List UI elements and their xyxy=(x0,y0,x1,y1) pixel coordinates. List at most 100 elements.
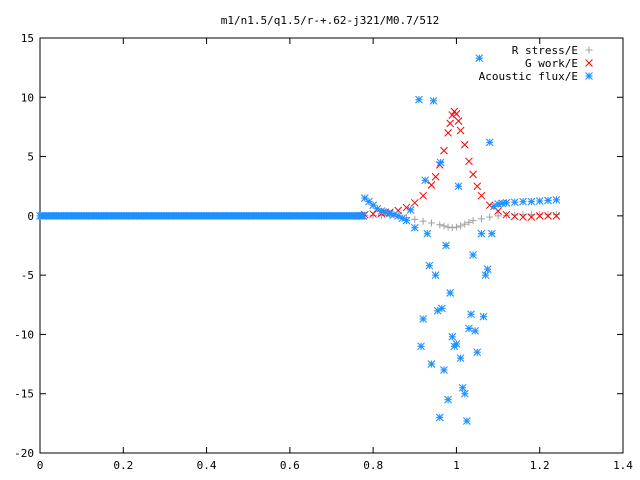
data-point xyxy=(473,348,482,357)
data-point xyxy=(440,146,448,155)
data-point xyxy=(535,197,544,205)
data-point xyxy=(479,312,488,321)
data-point xyxy=(427,360,436,368)
data-point xyxy=(369,210,377,218)
x-tick-label: 1.2 xyxy=(530,459,550,472)
data-point xyxy=(411,215,419,223)
data-point xyxy=(481,271,490,280)
data-point xyxy=(448,224,456,232)
data-point xyxy=(410,198,419,207)
data-point xyxy=(465,157,473,166)
legend-label: Acoustic flux/E xyxy=(479,70,578,83)
legend-marker xyxy=(585,72,593,80)
x-tick-label: 0.2 xyxy=(113,459,133,472)
data-point xyxy=(359,211,368,220)
series-star xyxy=(36,54,561,425)
data-point xyxy=(536,211,544,219)
data-point xyxy=(436,158,445,167)
data-point xyxy=(469,217,477,225)
y-tick-label: -5 xyxy=(21,269,34,282)
data-point xyxy=(510,212,519,221)
data-point xyxy=(460,389,469,398)
data-point xyxy=(519,197,527,206)
data-point xyxy=(519,213,527,221)
x-tick-label: 1.4 xyxy=(613,459,633,472)
legend-label: R stress/E xyxy=(512,44,578,57)
data-point xyxy=(429,96,438,105)
data-point xyxy=(502,198,511,207)
y-tick-label: -10 xyxy=(14,328,34,341)
data-point xyxy=(452,110,461,118)
data-point xyxy=(406,206,415,214)
data-point xyxy=(425,261,434,270)
data-point xyxy=(527,213,536,221)
data-point xyxy=(446,289,455,297)
x-tick-label: 0.6 xyxy=(280,459,300,472)
data-point xyxy=(477,215,485,223)
data-point xyxy=(452,340,461,348)
data-point xyxy=(477,191,486,200)
x-tick-label: 0 xyxy=(37,459,44,472)
data-point xyxy=(544,211,552,219)
y-tick-label: 0 xyxy=(27,210,34,223)
x-tick-label: 1 xyxy=(453,459,460,472)
data-point xyxy=(460,140,469,149)
data-point xyxy=(465,324,473,333)
y-tick-label: -20 xyxy=(14,447,34,460)
data-point xyxy=(440,366,448,374)
data-point xyxy=(486,213,494,221)
data-point xyxy=(436,221,444,229)
x-tick-label: 0.4 xyxy=(197,459,217,472)
data-point xyxy=(511,211,519,219)
data-point xyxy=(421,176,430,185)
data-point xyxy=(465,218,473,226)
data-point xyxy=(427,181,436,189)
data-point xyxy=(444,395,452,404)
data-point xyxy=(502,210,511,219)
data-point xyxy=(552,212,561,220)
data-point xyxy=(369,211,377,219)
data-point xyxy=(467,310,475,319)
data-point xyxy=(477,229,486,238)
data-point xyxy=(471,326,480,335)
data-point xyxy=(544,196,552,205)
data-point xyxy=(452,223,460,231)
data-point xyxy=(462,417,471,425)
data-point xyxy=(442,241,450,250)
data-point xyxy=(419,191,427,200)
series-layer xyxy=(36,54,561,425)
y-tick-label: 10 xyxy=(21,91,34,104)
data-point xyxy=(448,332,457,341)
data-point xyxy=(444,129,452,137)
chart-title: m1/n1.5/q1.5/r-+.62-j321/M0.7/512 xyxy=(221,14,440,27)
data-point xyxy=(402,216,411,225)
axes: 0 0.2 0.4 0.6 0.8 1 1.2 1.4 15 10 5 0 -5 -10 -15 -20 xyxy=(14,32,633,472)
data-point xyxy=(458,383,467,392)
data-point xyxy=(435,413,444,422)
data-point xyxy=(552,195,561,204)
data-point xyxy=(485,138,494,147)
data-point xyxy=(369,201,378,210)
data-point xyxy=(475,54,484,63)
data-point xyxy=(417,342,425,351)
data-point xyxy=(423,229,432,238)
x-tick-label: 0.8 xyxy=(363,459,383,472)
data-point xyxy=(444,223,452,231)
data-point xyxy=(487,229,496,238)
data-point xyxy=(440,222,448,230)
data-point xyxy=(456,126,465,135)
data-point xyxy=(510,198,519,207)
data-point xyxy=(469,170,477,179)
data-point xyxy=(454,117,463,125)
data-point xyxy=(457,222,465,230)
legend-label: G work/E xyxy=(525,57,578,70)
data-point xyxy=(446,119,455,128)
data-point xyxy=(419,315,428,323)
data-point xyxy=(469,251,477,259)
data-point xyxy=(415,95,423,104)
data-point xyxy=(431,271,440,280)
legend-marker xyxy=(585,46,593,54)
legend-marker xyxy=(585,59,593,67)
data-point xyxy=(437,304,446,313)
